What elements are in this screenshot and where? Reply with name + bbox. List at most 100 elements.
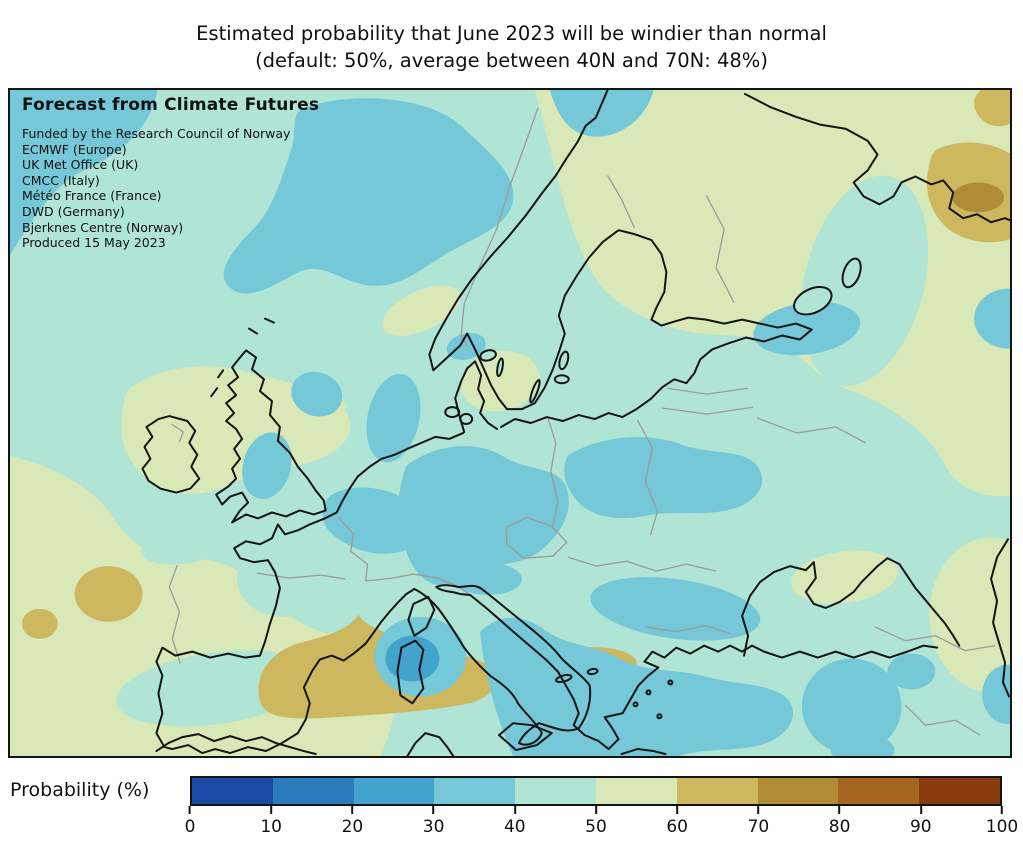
coastlines [141, 90, 1010, 756]
aegean-island-1 [632, 701, 639, 708]
coast-hebrides [210, 317, 275, 398]
colorbar-band-0-10 [192, 778, 273, 804]
border-france-east [338, 517, 369, 582]
aegean-island-2 [645, 689, 652, 696]
tick-mark [757, 806, 760, 814]
central-europe-blob [398, 446, 569, 587]
credit-lines: Funded by the Research Council of Norway… [22, 126, 319, 251]
credit-line-7: Produced 15 May 2023 [22, 235, 166, 251]
south-norway-patch [382, 285, 461, 336]
border-finland-russia [705, 195, 735, 304]
colorbar-tick-60: 60 [666, 806, 688, 837]
island-funen [459, 413, 474, 425]
coast-italy [413, 584, 592, 746]
tick-mark [351, 806, 354, 814]
country-borders [168, 107, 996, 736]
south-anatolia-spot [830, 734, 895, 756]
tick-label: 30 [422, 817, 445, 837]
lake-ladoga [793, 286, 833, 316]
credit-line-5: DWD (Germany) [22, 203, 125, 219]
tick-mark [594, 806, 597, 814]
tick-label: 80 [828, 817, 851, 837]
colorbar-band-20-30 [353, 778, 435, 804]
credits-panel: Forecast from Climate Futures Funded by … [22, 95, 319, 251]
credit-line-3: CMCC (Italy) [22, 172, 100, 188]
norwegian-sea-blob [223, 98, 514, 294]
tick-mark [188, 806, 191, 814]
colorbar-tick-90: 90 [910, 806, 932, 837]
coast-balkans-greece-turkey [469, 593, 939, 751]
border-carpathian [567, 556, 717, 572]
coast-scandinavia-baltic [428, 90, 813, 428]
panel-heading: Forecast from Climate Futures [22, 95, 320, 115]
border-norway-sweden [460, 107, 539, 347]
credit-line-2: UK Met Office (UK) [22, 157, 139, 173]
west-atlantic-tan-spot [74, 566, 143, 622]
ukraine-belarus-blob [564, 437, 763, 519]
coast-crete [620, 748, 667, 756]
coast-sicily [498, 722, 553, 752]
coast-black-sea-north [741, 557, 961, 657]
coast-jutland [454, 360, 499, 433]
colorbar-band-40-50 [515, 778, 596, 804]
coast-sardinia [396, 639, 425, 705]
colorbar-tick-50: 50 [585, 806, 607, 837]
right-edge-blob [974, 288, 1010, 349]
lake-onega [841, 257, 862, 289]
credit-line-6: Bjerknes Centre (Norway) [22, 219, 184, 235]
colorbar-band-30-40 [434, 778, 516, 804]
biscay-teal-spot [237, 541, 329, 617]
northeast-corner-tan [974, 90, 1010, 127]
colorbar-track [190, 776, 1002, 806]
tick-label: 10 [260, 817, 283, 837]
border-baltics-1 [667, 387, 749, 395]
border-oder [547, 417, 559, 526]
crimea-patch [791, 550, 899, 604]
island-balearic-mallorca [555, 673, 573, 683]
colorbar-band-80-90 [838, 778, 920, 804]
tick-mark [513, 806, 516, 814]
figure-title: Estimated probability that June 2023 wil… [0, 20, 1023, 74]
west-atlantic-tan-spot-small [21, 608, 58, 639]
europe-probability-map [10, 90, 1010, 756]
border-caucasus [874, 626, 996, 652]
coast-north-africa [155, 733, 317, 756]
colorbar-band-60-70 [676, 778, 758, 804]
alps-extension [454, 563, 522, 595]
tick-label: 20 [341, 817, 364, 837]
coast-great-britain [215, 349, 327, 524]
colorbar-label: Probability (%) [10, 779, 150, 801]
colorbar-tick-30: 30 [422, 806, 445, 837]
colorbar-band-70-80 [757, 778, 839, 804]
colorbar-tick-80: 80 [828, 806, 851, 837]
credit-line-0: Funded by the Research Council of Norway [22, 126, 291, 141]
colorbar-tick-20: 20 [341, 806, 364, 837]
tick-label: 70 [747, 817, 770, 837]
tick-mark [919, 806, 922, 814]
island-oland [529, 378, 541, 404]
tick-label: 0 [184, 817, 196, 837]
anatolia-blob [801, 658, 902, 755]
tick-label: 40 [503, 817, 526, 837]
colorbar-band-10-20 [272, 778, 354, 804]
border-czech [505, 516, 568, 559]
romania-serbia-blob [590, 577, 761, 641]
credit-line-4: Météo France (France) [22, 188, 162, 204]
tick-mark [676, 806, 679, 814]
lake-vattern [496, 357, 504, 378]
coast-tunisia [406, 732, 455, 756]
colorbar-band-50-60 [595, 778, 677, 804]
barents-top-blob [549, 90, 654, 137]
north-iberia-teal-spot [141, 533, 222, 565]
border-baltics-2 [662, 406, 754, 415]
border-sweden-finland [607, 175, 636, 229]
german-bight-patch [366, 373, 421, 463]
title-line-2: (default: 50%, average between 40N and 7… [255, 49, 768, 72]
aegean-island-3 [656, 713, 663, 720]
colorbar-tick-40: 40 [504, 806, 526, 837]
colorbar-band-90-100 [919, 778, 1000, 804]
coast-corsica [407, 595, 436, 637]
border-northern-ireland [170, 423, 184, 443]
tyrrhenian-core-20-30 [385, 635, 440, 682]
island-saaremaa [553, 374, 570, 385]
